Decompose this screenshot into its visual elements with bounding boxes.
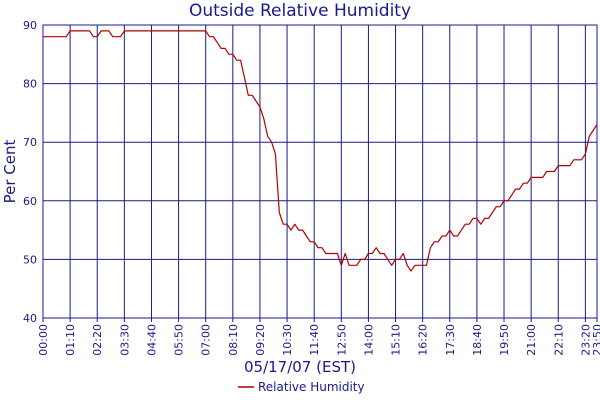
x-tick-label: 01:10 xyxy=(64,324,77,356)
x-tick-label: 12:50 xyxy=(335,324,348,356)
y-tick-label: 70 xyxy=(23,136,37,149)
x-tick-label: 15:10 xyxy=(390,324,403,356)
chart-title: Outside Relative Humidity xyxy=(188,1,412,21)
x-tick-label: 02:20 xyxy=(91,324,104,356)
x-tick-label: 09:20 xyxy=(254,324,267,356)
x-tick-label: 07:00 xyxy=(200,324,213,356)
y-axis-label: Per Cent xyxy=(1,139,19,203)
x-tick-label: 23:50 xyxy=(591,324,600,356)
series-line xyxy=(43,30,598,272)
x-tick-label: 18:40 xyxy=(471,324,484,356)
x-tick-label: 19:50 xyxy=(498,324,511,356)
legend-label: Relative Humidity xyxy=(258,380,365,394)
x-tick-label: 04:40 xyxy=(145,324,158,356)
y-tick-label: 40 xyxy=(23,312,37,325)
x-tick-label: 11:40 xyxy=(308,324,321,356)
x-tick-label: 03:30 xyxy=(118,324,131,356)
y-tick-label: 90 xyxy=(23,19,37,32)
x-tick-label: 00:00 xyxy=(37,324,50,356)
x-tick-label: 16:20 xyxy=(417,324,430,356)
x-tick-label: 08:10 xyxy=(227,324,240,356)
x-tick-label: 05:50 xyxy=(173,324,186,356)
x-tick-label: 21:00 xyxy=(525,324,538,356)
y-tick-label: 60 xyxy=(23,195,37,208)
x-tick-label: 14:00 xyxy=(362,324,375,356)
x-tick-label: 17:30 xyxy=(444,324,457,356)
y-tick-label: 80 xyxy=(23,78,37,91)
plot-area xyxy=(42,24,598,319)
x-tick-label: 10:30 xyxy=(281,324,294,356)
x-tick-label: 22:10 xyxy=(552,324,565,356)
x-axis-label: 05/17/07 (EST) xyxy=(244,358,356,376)
y-tick-label: 50 xyxy=(23,253,37,266)
x-tick-label: 23:20 xyxy=(579,324,592,356)
